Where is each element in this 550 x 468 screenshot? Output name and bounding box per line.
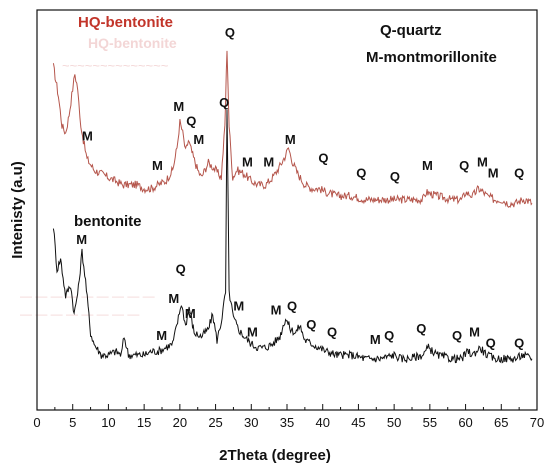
peak-label-quartz: Q (219, 95, 229, 110)
peak-label-quartz: Q (186, 114, 196, 129)
x-tick-label: 20 (173, 415, 187, 430)
svg-text:— — — — — — — —: — — — — — — — — (20, 307, 139, 321)
x-tick-label: 50 (387, 415, 401, 430)
peak-label-quartz: Q (327, 325, 337, 340)
peak-label-montmorillonite: M (285, 132, 296, 147)
x-tick-label: 40 (315, 415, 329, 430)
peak-label-quartz: Q (416, 321, 426, 336)
peak-label-montmorillonite: M (156, 328, 167, 343)
peak-label-quartz: Q (459, 158, 469, 173)
legend-quartz: Q-quartz (380, 22, 442, 39)
peak-label-montmorillonite: M (247, 325, 258, 340)
peak-label-montmorillonite: M (82, 128, 93, 143)
peak-label-montmorillonite: M (477, 154, 488, 169)
x-tick-label: 25 (208, 415, 222, 430)
peak-label-quartz: Q (225, 25, 235, 40)
series-name-hq-bentonite: HQ-bentonite (78, 14, 173, 31)
peak-label-quartz: Q (390, 169, 400, 184)
series-layer (52, 50, 533, 364)
peak-label-quartz: Q (514, 336, 524, 351)
x-tick-label: 10 (101, 415, 115, 430)
peak-label-quartz: Q (318, 151, 328, 166)
x-tick-label: 55 (423, 415, 437, 430)
x-tick-label: 5 (69, 415, 76, 430)
peak-label-montmorillonite: M (193, 132, 204, 147)
peak-label-quartz: Q (306, 317, 316, 332)
x-tick-label: 45 (351, 415, 365, 430)
peak-label-quartz: Q (176, 262, 186, 277)
series-name-bentonite: bentonite (74, 213, 142, 230)
peak-label-montmorillonite: M (76, 232, 87, 247)
x-tick-label: 15 (137, 415, 151, 430)
peak-label-quartz: Q (514, 165, 524, 180)
svg-text:HQ-bentonite: HQ-bentonite (88, 35, 177, 51)
peak-label-montmorillonite: M (152, 158, 163, 173)
peak-label-montmorillonite: M (168, 291, 179, 306)
peak-label-montmorillonite: M (233, 299, 244, 314)
legend-montmorillonite: M-montmorillonite (366, 49, 497, 66)
peak-label-montmorillonite: M (422, 158, 433, 173)
peak-label-montmorillonite: M (469, 325, 480, 340)
x-axis-ticks: 0 5 10 15 20 25 30 35 40 45 50 55 60 65 70 (33, 404, 544, 430)
peak-label-quartz: Q (452, 328, 462, 343)
peak-label-quartz: Q (384, 328, 394, 343)
peak-label-montmorillonite: M (488, 165, 499, 180)
ghost-artifacts: HQ-bentonite ~~~~~~~~~~~~~~ — — — — — — … (20, 35, 177, 321)
series-line-bentonite (52, 109, 533, 364)
x-tick-label: 65 (494, 415, 508, 430)
svg-text:~~~~~~~~~~~~~~: ~~~~~~~~~~~~~~ (62, 58, 169, 73)
peak-label-montmorillonite: M (370, 332, 381, 347)
peak-label-quartz: Q (287, 299, 297, 314)
peak-label-quartz: Q (486, 336, 496, 351)
peak-label-quartz: Q (356, 165, 366, 180)
peak-label-montmorillonite: M (271, 302, 282, 317)
peak-label-montmorillonite: M (242, 154, 253, 169)
x-tick-label: 60 (458, 415, 472, 430)
peak-label-montmorillonite: M (173, 99, 184, 114)
x-axis-label: 2Theta (degree) (219, 447, 331, 464)
peak-label-montmorillonite: M (263, 154, 274, 169)
x-tick-label: 35 (280, 415, 294, 430)
x-tick-label: 70 (530, 415, 544, 430)
peak-label-montmorillonite: M (185, 306, 196, 321)
x-tick-label: 0 (33, 415, 40, 430)
y-axis-label: Intenisty (a.u) (9, 161, 26, 259)
series-line-HQ-bentonite (52, 50, 533, 208)
x-tick-label: 30 (244, 415, 258, 430)
